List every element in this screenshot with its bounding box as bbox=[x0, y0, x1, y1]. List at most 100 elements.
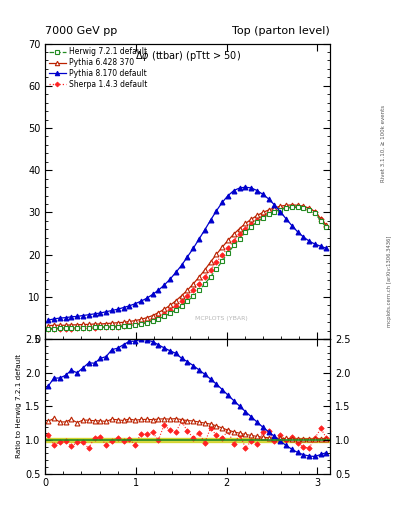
Herwig 7.2.1 default bbox=[313, 210, 318, 217]
Sherpa 1.4.3 default bbox=[202, 274, 207, 280]
Pythia 8.170 default bbox=[261, 191, 265, 198]
Pythia 6.428 370 bbox=[196, 274, 201, 280]
Pythia 6.428 370 bbox=[226, 237, 230, 243]
Pythia 6.428 370 bbox=[92, 321, 97, 327]
Herwig 7.2.1 default bbox=[324, 224, 329, 230]
Sherpa 1.4.3 default bbox=[98, 324, 103, 330]
Sherpa 1.4.3 default bbox=[272, 207, 277, 214]
Herwig 7.2.1 default bbox=[121, 323, 126, 329]
Pythia 6.428 370 bbox=[46, 323, 50, 329]
Sherpa 1.4.3 default bbox=[104, 324, 108, 330]
Pythia 6.428 370 bbox=[81, 322, 85, 328]
Herwig 7.2.1 default bbox=[144, 319, 149, 326]
Pythia 6.428 370 bbox=[150, 312, 155, 318]
Pythia 6.428 370 bbox=[220, 244, 224, 250]
Sherpa 1.4.3 default bbox=[220, 252, 224, 258]
Pythia 8.170 default bbox=[295, 229, 300, 235]
Herwig 7.2.1 default bbox=[133, 322, 138, 328]
Sherpa 1.4.3 default bbox=[226, 244, 230, 250]
Herwig 7.2.1 default bbox=[214, 266, 219, 272]
Pythia 6.428 370 bbox=[133, 317, 138, 324]
Pythia 8.170 default bbox=[307, 238, 312, 244]
Pythia 8.170 default bbox=[196, 236, 201, 242]
Herwig 7.2.1 default bbox=[284, 205, 288, 211]
Pythia 6.428 370 bbox=[57, 322, 62, 328]
Pythia 8.170 default bbox=[46, 317, 50, 323]
Herwig 7.2.1 default bbox=[220, 258, 224, 264]
Y-axis label: Ratio to Herwig 7.2.1 default: Ratio to Herwig 7.2.1 default bbox=[16, 354, 22, 458]
Sherpa 1.4.3 default bbox=[266, 210, 271, 216]
Sherpa 1.4.3 default bbox=[231, 238, 236, 244]
Sherpa 1.4.3 default bbox=[69, 326, 73, 332]
Pythia 8.170 default bbox=[324, 245, 329, 251]
Line: Pythia 8.170 default: Pythia 8.170 default bbox=[46, 185, 329, 323]
Pythia 6.428 370 bbox=[185, 287, 190, 293]
Legend: Herwig 7.2.1 default, Pythia 6.428 370, Pythia 8.170 default, Sherpa 1.4.3 defau: Herwig 7.2.1 default, Pythia 6.428 370, … bbox=[48, 46, 149, 91]
Herwig 7.2.1 default bbox=[237, 236, 242, 242]
Herwig 7.2.1 default bbox=[162, 313, 167, 319]
Pythia 6.428 370 bbox=[121, 319, 126, 326]
Sherpa 1.4.3 default bbox=[261, 213, 265, 219]
Text: $\Delta\phi$ (ttbar) (pTtt > 50): $\Delta\phi$ (ttbar) (pTtt > 50) bbox=[135, 50, 241, 63]
Sherpa 1.4.3 default bbox=[139, 320, 143, 326]
Sherpa 1.4.3 default bbox=[46, 326, 50, 332]
Sherpa 1.4.3 default bbox=[313, 209, 318, 216]
Sherpa 1.4.3 default bbox=[301, 204, 306, 210]
Pythia 8.170 default bbox=[301, 234, 306, 240]
Herwig 7.2.1 default bbox=[272, 208, 277, 215]
Pythia 6.428 370 bbox=[295, 202, 300, 208]
Pythia 6.428 370 bbox=[51, 322, 56, 328]
Sherpa 1.4.3 default bbox=[150, 316, 155, 323]
Sherpa 1.4.3 default bbox=[179, 298, 184, 304]
Herwig 7.2.1 default bbox=[150, 318, 155, 324]
Sherpa 1.4.3 default bbox=[278, 205, 283, 211]
Pythia 8.170 default bbox=[116, 306, 120, 312]
Herwig 7.2.1 default bbox=[191, 293, 196, 299]
Pythia 8.170 default bbox=[133, 301, 138, 307]
Sherpa 1.4.3 default bbox=[237, 231, 242, 238]
Pythia 8.170 default bbox=[220, 199, 224, 205]
Pythia 8.170 default bbox=[290, 223, 294, 229]
Herwig 7.2.1 default bbox=[295, 204, 300, 210]
Sherpa 1.4.3 default bbox=[307, 206, 312, 212]
Herwig 7.2.1 default bbox=[69, 325, 73, 331]
Herwig 7.2.1 default bbox=[156, 316, 161, 322]
Herwig 7.2.1 default bbox=[278, 206, 283, 212]
Sherpa 1.4.3 default bbox=[57, 326, 62, 332]
Herwig 7.2.1 default bbox=[57, 325, 62, 331]
Herwig 7.2.1 default bbox=[231, 242, 236, 248]
Pythia 6.428 370 bbox=[162, 306, 167, 312]
Sherpa 1.4.3 default bbox=[255, 217, 259, 223]
Herwig 7.2.1 default bbox=[51, 326, 56, 332]
Pythia 8.170 default bbox=[284, 216, 288, 222]
Pythia 8.170 default bbox=[208, 217, 213, 223]
Pythia 6.428 370 bbox=[249, 216, 253, 222]
Pythia 6.428 370 bbox=[266, 207, 271, 213]
Herwig 7.2.1 default bbox=[226, 250, 230, 256]
Pythia 8.170 default bbox=[144, 295, 149, 301]
Pythia 6.428 370 bbox=[191, 281, 196, 287]
Pythia 6.428 370 bbox=[278, 203, 283, 209]
Sherpa 1.4.3 default bbox=[63, 326, 68, 332]
Pythia 6.428 370 bbox=[307, 205, 312, 211]
Pythia 8.170 default bbox=[319, 243, 323, 249]
Pythia 8.170 default bbox=[191, 245, 196, 251]
Pythia 6.428 370 bbox=[116, 319, 120, 326]
Herwig 7.2.1 default bbox=[86, 325, 91, 331]
Pythia 6.428 370 bbox=[214, 251, 219, 258]
Text: MCPLOTS (YBAR): MCPLOTS (YBAR) bbox=[195, 316, 248, 322]
Sherpa 1.4.3 default bbox=[81, 325, 85, 331]
Herwig 7.2.1 default bbox=[127, 323, 132, 329]
Herwig 7.2.1 default bbox=[301, 205, 306, 211]
Line: Pythia 6.428 370: Pythia 6.428 370 bbox=[46, 202, 329, 328]
Pythia 6.428 370 bbox=[127, 318, 132, 325]
Herwig 7.2.1 default bbox=[196, 287, 201, 293]
Herwig 7.2.1 default bbox=[75, 325, 79, 331]
Pythia 6.428 370 bbox=[301, 203, 306, 209]
Sherpa 1.4.3 default bbox=[319, 216, 323, 222]
Pythia 8.170 default bbox=[272, 202, 277, 208]
Pythia 6.428 370 bbox=[243, 220, 248, 226]
Sherpa 1.4.3 default bbox=[110, 324, 114, 330]
Pythia 8.170 default bbox=[243, 184, 248, 190]
Pythia 6.428 370 bbox=[144, 314, 149, 321]
